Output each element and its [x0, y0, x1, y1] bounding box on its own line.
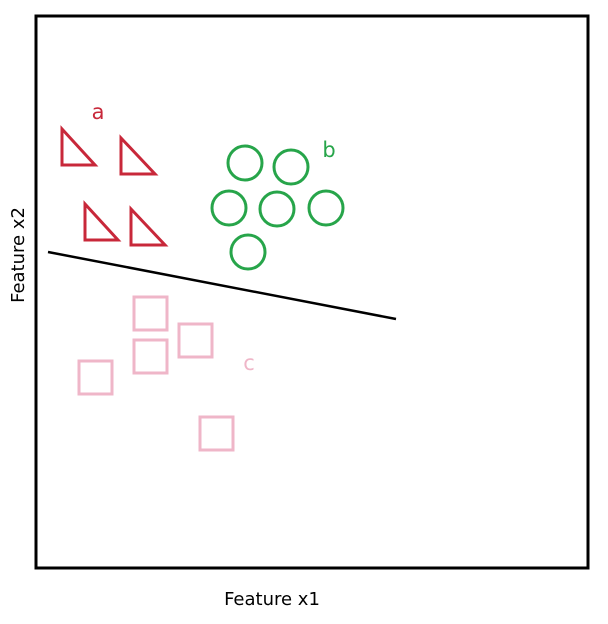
square-marker: [177, 322, 214, 359]
square-marker: [198, 415, 235, 452]
group-b-circles: [210, 144, 345, 271]
triangle-marker: [119, 134, 159, 176]
circle-marker: [258, 190, 296, 228]
group-a-label: a: [92, 100, 105, 124]
group-c-label: c: [243, 351, 255, 375]
square-marker: [132, 295, 169, 332]
square-marker: [77, 359, 114, 396]
group-b-label: b: [322, 138, 335, 162]
group-c-squares: [77, 295, 235, 452]
circle-marker: [229, 233, 267, 271]
triangle-marker: [83, 200, 122, 242]
decision-boundary-line: [47, 250, 397, 321]
circle-marker: [272, 148, 310, 186]
group-a-triangles: [60, 125, 169, 247]
y-axis-label: Feature x2: [8, 207, 29, 303]
square-marker: [132, 338, 169, 375]
triangle-marker: [60, 125, 99, 167]
plot-frame: [34, 14, 590, 570]
triangle-marker: [129, 205, 169, 247]
x-axis-label: Feature x1: [224, 589, 320, 610]
circle-marker: [210, 189, 248, 227]
circle-marker: [226, 144, 264, 182]
circle-marker: [307, 189, 345, 227]
